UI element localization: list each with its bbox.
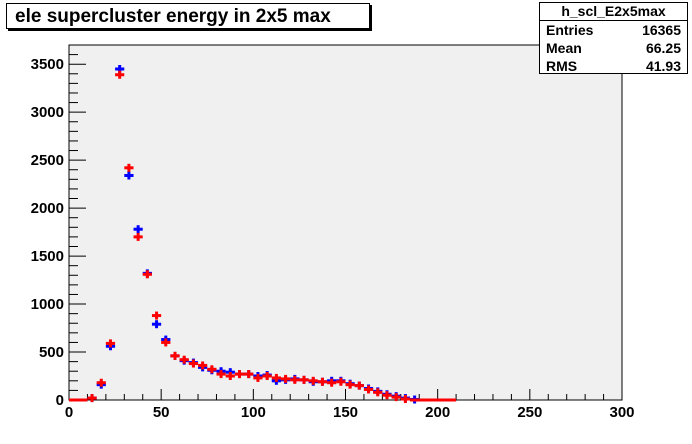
data-point (96, 378, 106, 387)
data-markers (69, 64, 457, 404)
x-tick-label: 150 (333, 404, 358, 421)
y-tick-label: 1000 (31, 296, 64, 313)
data-point (133, 232, 143, 241)
data-point (244, 370, 254, 379)
y-tick-label: 1500 (31, 248, 64, 265)
data-point (142, 270, 152, 279)
stats-row-entries: Entries 16365 (540, 21, 687, 39)
data-point (400, 395, 411, 404)
data-point (161, 338, 171, 347)
data-point (87, 394, 97, 403)
data-point (133, 225, 143, 234)
data-point (336, 377, 346, 386)
data-point (170, 351, 180, 360)
data-point (308, 376, 318, 385)
data-point (151, 311, 162, 320)
y-tick-label: 3000 (31, 104, 64, 121)
plot-title: ele supercluster energy in 2x5 max (15, 6, 331, 27)
data-point (299, 375, 309, 384)
x-tick-label: 100 (241, 404, 266, 421)
stats-label: Mean (546, 40, 582, 56)
data-point (391, 393, 401, 402)
series-red (69, 70, 457, 404)
data-point (225, 372, 235, 381)
data-point (115, 70, 125, 79)
x-tick-label: 300 (609, 404, 634, 421)
data-point (363, 385, 374, 394)
data-point (188, 359, 199, 368)
stats-value: 16365 (642, 22, 681, 38)
stats-value: 41.93 (645, 58, 681, 74)
data-point (382, 391, 392, 400)
data-point (151, 320, 162, 329)
data-point (345, 380, 355, 389)
stats-label: RMS (546, 58, 578, 74)
data-point (198, 361, 208, 370)
data-point (234, 370, 245, 379)
data-point (327, 378, 337, 387)
data-point (207, 365, 217, 374)
y-axis: 0 500 1000 1500 2000 2500 3000 3500 (31, 44, 86, 409)
stats-label: Entries (546, 22, 594, 38)
data-point (216, 370, 226, 379)
data-point (373, 388, 383, 397)
data-point (124, 163, 134, 172)
x-tick-label: 200 (425, 404, 450, 421)
y-tick-label: 3500 (31, 56, 64, 73)
data-point (262, 372, 272, 381)
x-tick-label: 50 (153, 404, 170, 421)
stats-value: 66.25 (645, 40, 681, 56)
data-point (179, 355, 189, 364)
x-tick-label: 250 (517, 404, 542, 421)
data-point (271, 373, 281, 382)
data-point (317, 377, 328, 386)
y-tick-label: 500 (39, 344, 64, 361)
y-tick-label: 0 (56, 392, 64, 409)
data-point (105, 339, 116, 348)
data-point (124, 171, 134, 180)
data-point (290, 375, 300, 384)
plot-frame (68, 44, 623, 401)
y-tick-label: 2000 (31, 200, 64, 217)
data-point (253, 373, 263, 382)
data-point (280, 374, 291, 383)
title-box: ele supercluster energy in 2x5 max (6, 3, 370, 29)
x-tick-label: 0 (65, 404, 73, 421)
stats-histogram-name: h_scl_E2x5max (540, 3, 687, 21)
stats-row-mean: Mean 66.25 (540, 39, 687, 57)
stats-row-rms: RMS 41.93 (540, 57, 687, 75)
stats-box: h_scl_E2x5max Entries 16365 Mean 66.25 R… (539, 2, 688, 74)
y-tick-label: 2500 (31, 152, 64, 169)
data-point (354, 381, 364, 390)
